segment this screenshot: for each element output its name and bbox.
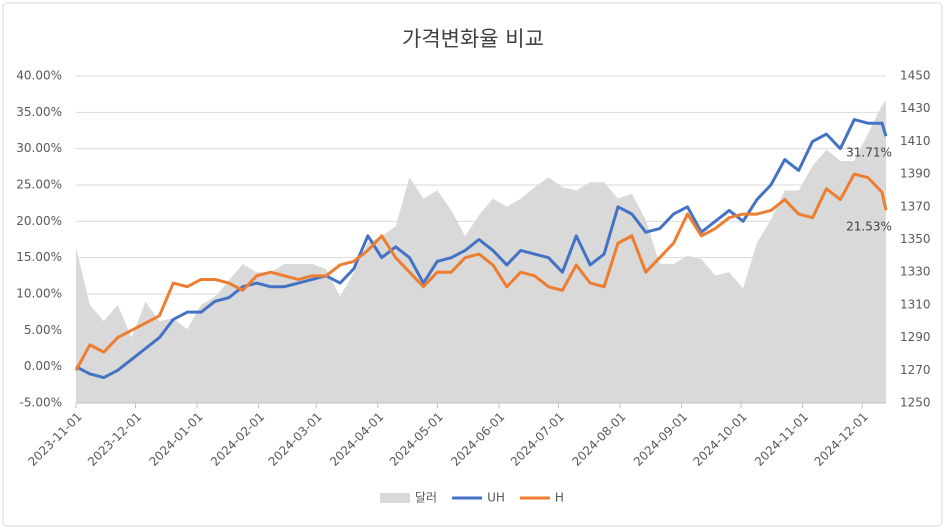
y-tick-label: 35.00% <box>16 105 62 119</box>
legend-swatch <box>380 493 410 503</box>
y-tick-label: 5.00% <box>24 323 62 337</box>
y-tick-label: 20.00% <box>16 214 62 228</box>
y-tick-label: 40.00% <box>16 69 62 83</box>
data-label: 31.71% <box>846 146 892 160</box>
y2-tick-label: 1310 <box>900 297 931 311</box>
y2-tick-label: 1250 <box>900 396 931 410</box>
y2-tick-label: 1350 <box>900 232 931 246</box>
y-tick-label: -5.00% <box>20 396 62 410</box>
legend-label: UH <box>487 491 505 505</box>
y2-tick-label: 1330 <box>900 265 931 279</box>
y-tick-label: 30.00% <box>16 141 62 155</box>
y-tick-label: 25.00% <box>16 178 62 192</box>
area <box>76 100 886 404</box>
y2-tick-label: 1390 <box>900 167 931 181</box>
legend-label: H <box>555 491 564 505</box>
y2-tick-label: 1410 <box>900 134 931 148</box>
y-tick-label: 0.00% <box>24 359 62 373</box>
y2-tick-label: 1290 <box>900 330 931 344</box>
y-tick-label: 15.00% <box>16 250 62 264</box>
line <box>75 118 888 380</box>
line <box>74 172 888 372</box>
y2-tick-label: 1270 <box>900 363 931 377</box>
y-tick-label: 10.00% <box>16 287 62 301</box>
y2-tick-label: 1430 <box>900 101 931 115</box>
data-label: 21.53% <box>846 220 892 234</box>
legend-label: 달러 <box>415 491 437 505</box>
chart-title: 가격변화율 비교 <box>402 27 544 51</box>
y2-tick-label: 1370 <box>900 199 931 213</box>
y2-tick-label: 1450 <box>900 69 931 83</box>
